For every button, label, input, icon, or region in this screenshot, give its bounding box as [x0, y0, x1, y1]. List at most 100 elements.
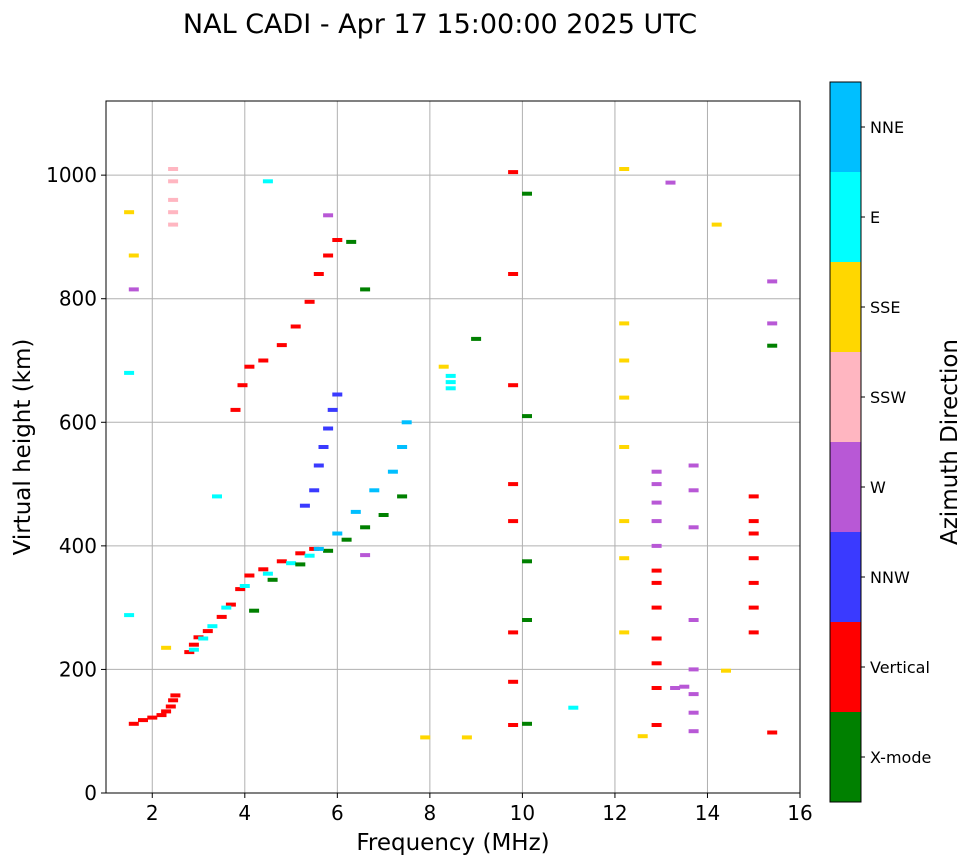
data-point: [341, 537, 352, 542]
data-point: [767, 279, 778, 284]
data-point: [332, 531, 343, 536]
x-tick-label: 4: [238, 801, 251, 825]
data-point: [619, 321, 630, 326]
data-point: [216, 614, 227, 619]
data-point: [295, 551, 306, 556]
colorbar-segment: [830, 262, 861, 352]
data-point: [128, 287, 139, 292]
data-point: [239, 584, 250, 588]
plot-border: [105, 100, 801, 794]
data-point: [262, 571, 273, 576]
data-point: [360, 287, 371, 292]
data-point: [508, 170, 519, 175]
data-point: [387, 469, 398, 474]
data-point: [651, 568, 662, 573]
data-point: [445, 380, 456, 385]
data-point: [161, 645, 172, 650]
data-point: [295, 562, 306, 567]
data-point: [651, 580, 662, 585]
colorbar-segment: [830, 442, 861, 532]
data-point: [350, 509, 361, 514]
data-point: [237, 383, 248, 388]
data-point: [471, 336, 482, 341]
data-point: [619, 556, 630, 561]
data-point: [304, 553, 315, 558]
data-point: [748, 580, 759, 585]
data-point: [688, 618, 699, 622]
data-point: [304, 299, 315, 304]
data-point: [688, 525, 699, 530]
data-point: [299, 503, 310, 508]
data-point: [165, 704, 176, 709]
data-point: [360, 553, 371, 558]
data-point: [244, 573, 255, 578]
colorbar-label: Azimuth Direction: [937, 339, 963, 545]
x-axis-label: Frequency (MHz): [356, 830, 549, 856]
data-point: [748, 531, 759, 536]
data-point: [688, 488, 699, 493]
data-point: [767, 343, 778, 348]
data-point: [748, 494, 759, 499]
y-tick-label: 600: [59, 410, 97, 434]
data-point: [397, 445, 408, 449]
data-point: [508, 723, 519, 727]
data-point: [508, 519, 519, 524]
data-point: [619, 630, 630, 635]
data-point: [378, 513, 389, 517]
data-point: [332, 238, 343, 242]
data-point: [651, 661, 662, 666]
data-point: [258, 567, 269, 572]
y-tick-label: 400: [59, 534, 97, 558]
data-point: [508, 482, 519, 487]
data-point: [508, 679, 519, 684]
data-point: [401, 420, 412, 425]
data-point: [318, 445, 329, 449]
data-point: [225, 602, 236, 607]
data-point: [767, 321, 778, 326]
data-point: [323, 213, 334, 218]
data-point: [188, 642, 199, 647]
data-point: [651, 605, 662, 610]
data-point: [332, 392, 343, 397]
colorbar-tick-label: X-mode: [870, 748, 931, 767]
data-point: [327, 407, 338, 412]
data-point: [207, 624, 218, 629]
data-point: [619, 167, 630, 171]
colorbar: X-mode Vertical NNW W SSW SSE E NNE: [829, 81, 931, 803]
data-point: [198, 636, 209, 641]
data-point: [651, 636, 662, 641]
data-point: [249, 608, 260, 613]
data-point: [522, 191, 532, 196]
x-tick-label: 6: [331, 801, 344, 825]
data-point: [168, 698, 179, 703]
y-tick-label: 0: [84, 781, 97, 805]
colorbar-tick-label: NNE: [870, 118, 904, 137]
y-axis-label: Virtual height (km): [10, 339, 36, 556]
data-point: [445, 386, 456, 391]
data-point: [711, 222, 722, 227]
data-point: [522, 559, 532, 564]
data-point: [688, 729, 699, 734]
y-tick-label: 200: [59, 657, 97, 681]
data-point: [276, 343, 287, 348]
data-point: [202, 629, 213, 634]
data-point: [124, 210, 135, 215]
data-point: [619, 519, 630, 524]
x-tick-label: 2: [146, 801, 159, 825]
data-point: [290, 324, 301, 329]
data-point: [168, 222, 179, 227]
colorbar-tick-label: SSE: [870, 298, 900, 317]
grid-lines: [106, 101, 801, 794]
data-point: [748, 519, 759, 524]
data-point: [258, 358, 269, 363]
data-point: [184, 650, 195, 655]
data-point: [508, 383, 519, 388]
data-point: [522, 414, 532, 419]
data-point: [235, 587, 246, 592]
colorbar-segment: [830, 352, 861, 442]
data-point: [522, 618, 532, 622]
data-point: [679, 684, 690, 689]
data-point: [688, 710, 699, 715]
plot-area: 2 4 6 8 10 12 14 16 0 200 400 600 800 1000: [46, 100, 813, 825]
data-point: [748, 556, 759, 561]
